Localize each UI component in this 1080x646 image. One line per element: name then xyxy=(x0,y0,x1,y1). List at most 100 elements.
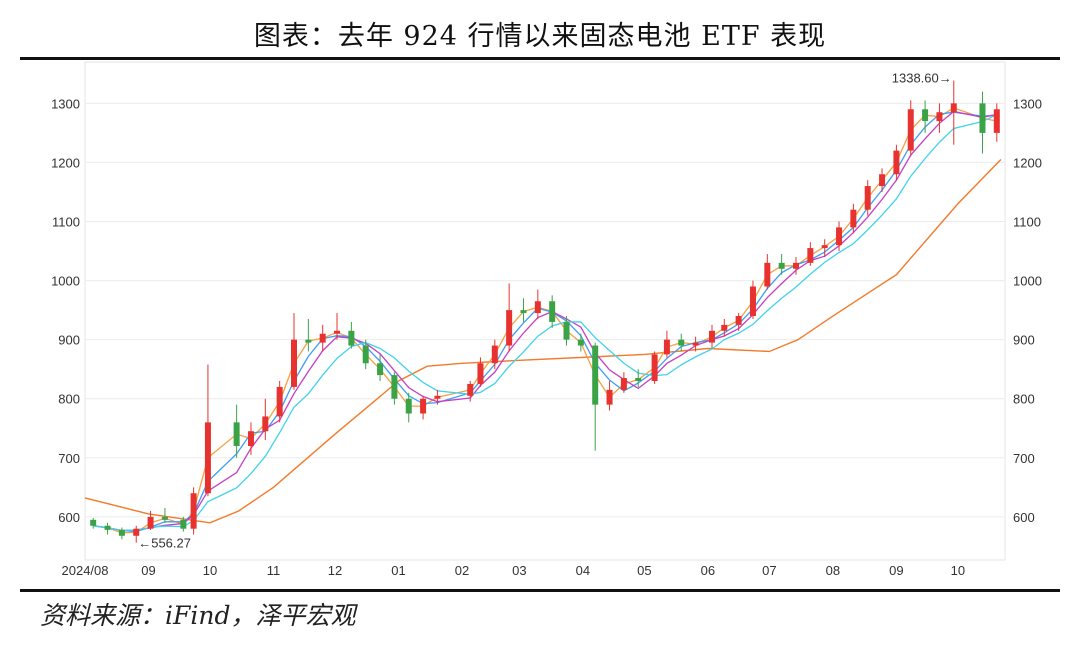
candle-body xyxy=(821,245,828,249)
candle-body xyxy=(534,301,541,314)
y-tick-label-left: 1000 xyxy=(51,274,80,289)
title-rule xyxy=(20,57,1060,60)
candle-body xyxy=(993,109,1000,133)
x-tick-label: 03 xyxy=(512,563,526,578)
candle-body xyxy=(204,422,211,494)
x-tick-label: 12 xyxy=(328,563,342,578)
candle-body xyxy=(907,109,914,151)
candle-body xyxy=(893,150,900,175)
candle-body xyxy=(549,301,556,322)
candle-body xyxy=(520,310,527,314)
x-tick-label: 05 xyxy=(637,563,651,578)
candle-body xyxy=(563,321,570,340)
candle-body xyxy=(276,386,283,417)
y-tick-label-right: 700 xyxy=(1013,451,1035,466)
candle-body xyxy=(334,330,341,334)
moving-average-line xyxy=(93,114,998,532)
candle-body xyxy=(850,209,857,228)
candle-body xyxy=(577,339,584,346)
candle-body xyxy=(721,324,728,331)
candle-body xyxy=(950,103,957,113)
x-tick-label: 01 xyxy=(391,563,405,578)
moving-average-line xyxy=(93,111,997,533)
source-rule xyxy=(20,589,1060,592)
candle-body xyxy=(936,112,943,122)
candle-body xyxy=(233,422,240,446)
ma-long-line xyxy=(84,158,1002,524)
y-tick-label-right: 600 xyxy=(1013,510,1035,525)
y-tick-label-left: 600 xyxy=(58,510,80,525)
chart-title: 图表：去年 924 行情以来固态电池 ETF 表现 xyxy=(253,21,827,52)
x-tick-label: 06 xyxy=(701,563,715,578)
candle-body xyxy=(290,339,297,387)
candle-body xyxy=(161,516,168,520)
candle-body xyxy=(678,339,685,346)
y-tick-label-left: 1200 xyxy=(51,155,80,170)
candle-body xyxy=(606,389,613,405)
x-tick-label: 09 xyxy=(889,563,903,578)
candle-body xyxy=(420,398,427,414)
candle-body xyxy=(651,354,658,382)
candle-body xyxy=(922,109,929,122)
x-tick-label: 04 xyxy=(576,563,590,578)
y-tick-label-right: 1200 xyxy=(1013,155,1042,170)
x-tick-label: 09 xyxy=(141,563,155,578)
candle-body xyxy=(807,248,814,263)
y-tick-label-left: 1100 xyxy=(52,215,80,230)
annotation-high: 1338.60→ xyxy=(892,71,952,86)
candle-body xyxy=(477,363,484,384)
candle-body xyxy=(147,516,154,529)
y-tick-label-right: 800 xyxy=(1013,392,1035,407)
y-tick-label-right: 1100 xyxy=(1013,215,1041,230)
x-tick-label: 08 xyxy=(826,563,840,578)
y-tick-label-left: 800 xyxy=(58,392,80,407)
candle-body xyxy=(749,286,756,317)
candle-body xyxy=(362,345,369,364)
candle-body xyxy=(133,528,140,536)
x-tick-label: 07 xyxy=(762,563,776,578)
candle-body xyxy=(864,186,871,210)
annotation-low: ←556.27 xyxy=(138,536,191,551)
candle-body xyxy=(491,345,498,364)
candle-body xyxy=(506,310,513,346)
candle-body xyxy=(836,227,843,246)
x-tick-label: 11 xyxy=(267,563,281,578)
x-tick-label: 10 xyxy=(951,563,965,578)
candle-body xyxy=(391,375,398,399)
candle-body xyxy=(663,339,670,355)
candle-body xyxy=(377,363,384,376)
candle-body xyxy=(708,330,715,343)
candle-body xyxy=(620,378,627,390)
candle-body xyxy=(405,398,412,414)
moving-average-line xyxy=(93,107,997,534)
candle-body xyxy=(735,316,742,325)
candle-body xyxy=(979,103,986,133)
candle-body xyxy=(764,262,771,287)
candle-body xyxy=(879,174,886,187)
candle-body xyxy=(692,342,699,346)
x-tick-label: 2024/08 xyxy=(62,563,109,578)
y-tick-label-right: 1300 xyxy=(1013,96,1042,111)
candle-body xyxy=(467,383,474,396)
candle-body xyxy=(190,493,197,529)
y-tick-label-left: 700 xyxy=(58,451,80,466)
candle-body xyxy=(778,262,785,269)
y-tick-label-left: 1300 xyxy=(51,96,80,111)
candle-body xyxy=(118,529,125,536)
candle-body xyxy=(247,431,254,446)
candle-body xyxy=(305,339,312,343)
candle-body xyxy=(180,519,187,529)
candle-body xyxy=(592,345,599,405)
source-note: 资料来源：iFind，泽平宏观 xyxy=(40,601,356,630)
candle-body xyxy=(348,330,355,346)
plot-frame xyxy=(84,61,1006,561)
moving-average-line xyxy=(93,110,997,532)
candle-body xyxy=(90,519,97,526)
y-tick-label-right: 1000 xyxy=(1013,274,1042,289)
candle-body xyxy=(434,395,441,399)
y-tick-label-left: 900 xyxy=(58,333,80,348)
candle-body xyxy=(104,525,111,530)
x-tick-label: 10 xyxy=(203,563,217,578)
candlestick-chart: 600 600 700 700 800 800 900 900 1000 1000 1100 1100… xyxy=(51,61,1042,578)
x-tick-label: 02 xyxy=(455,563,469,578)
